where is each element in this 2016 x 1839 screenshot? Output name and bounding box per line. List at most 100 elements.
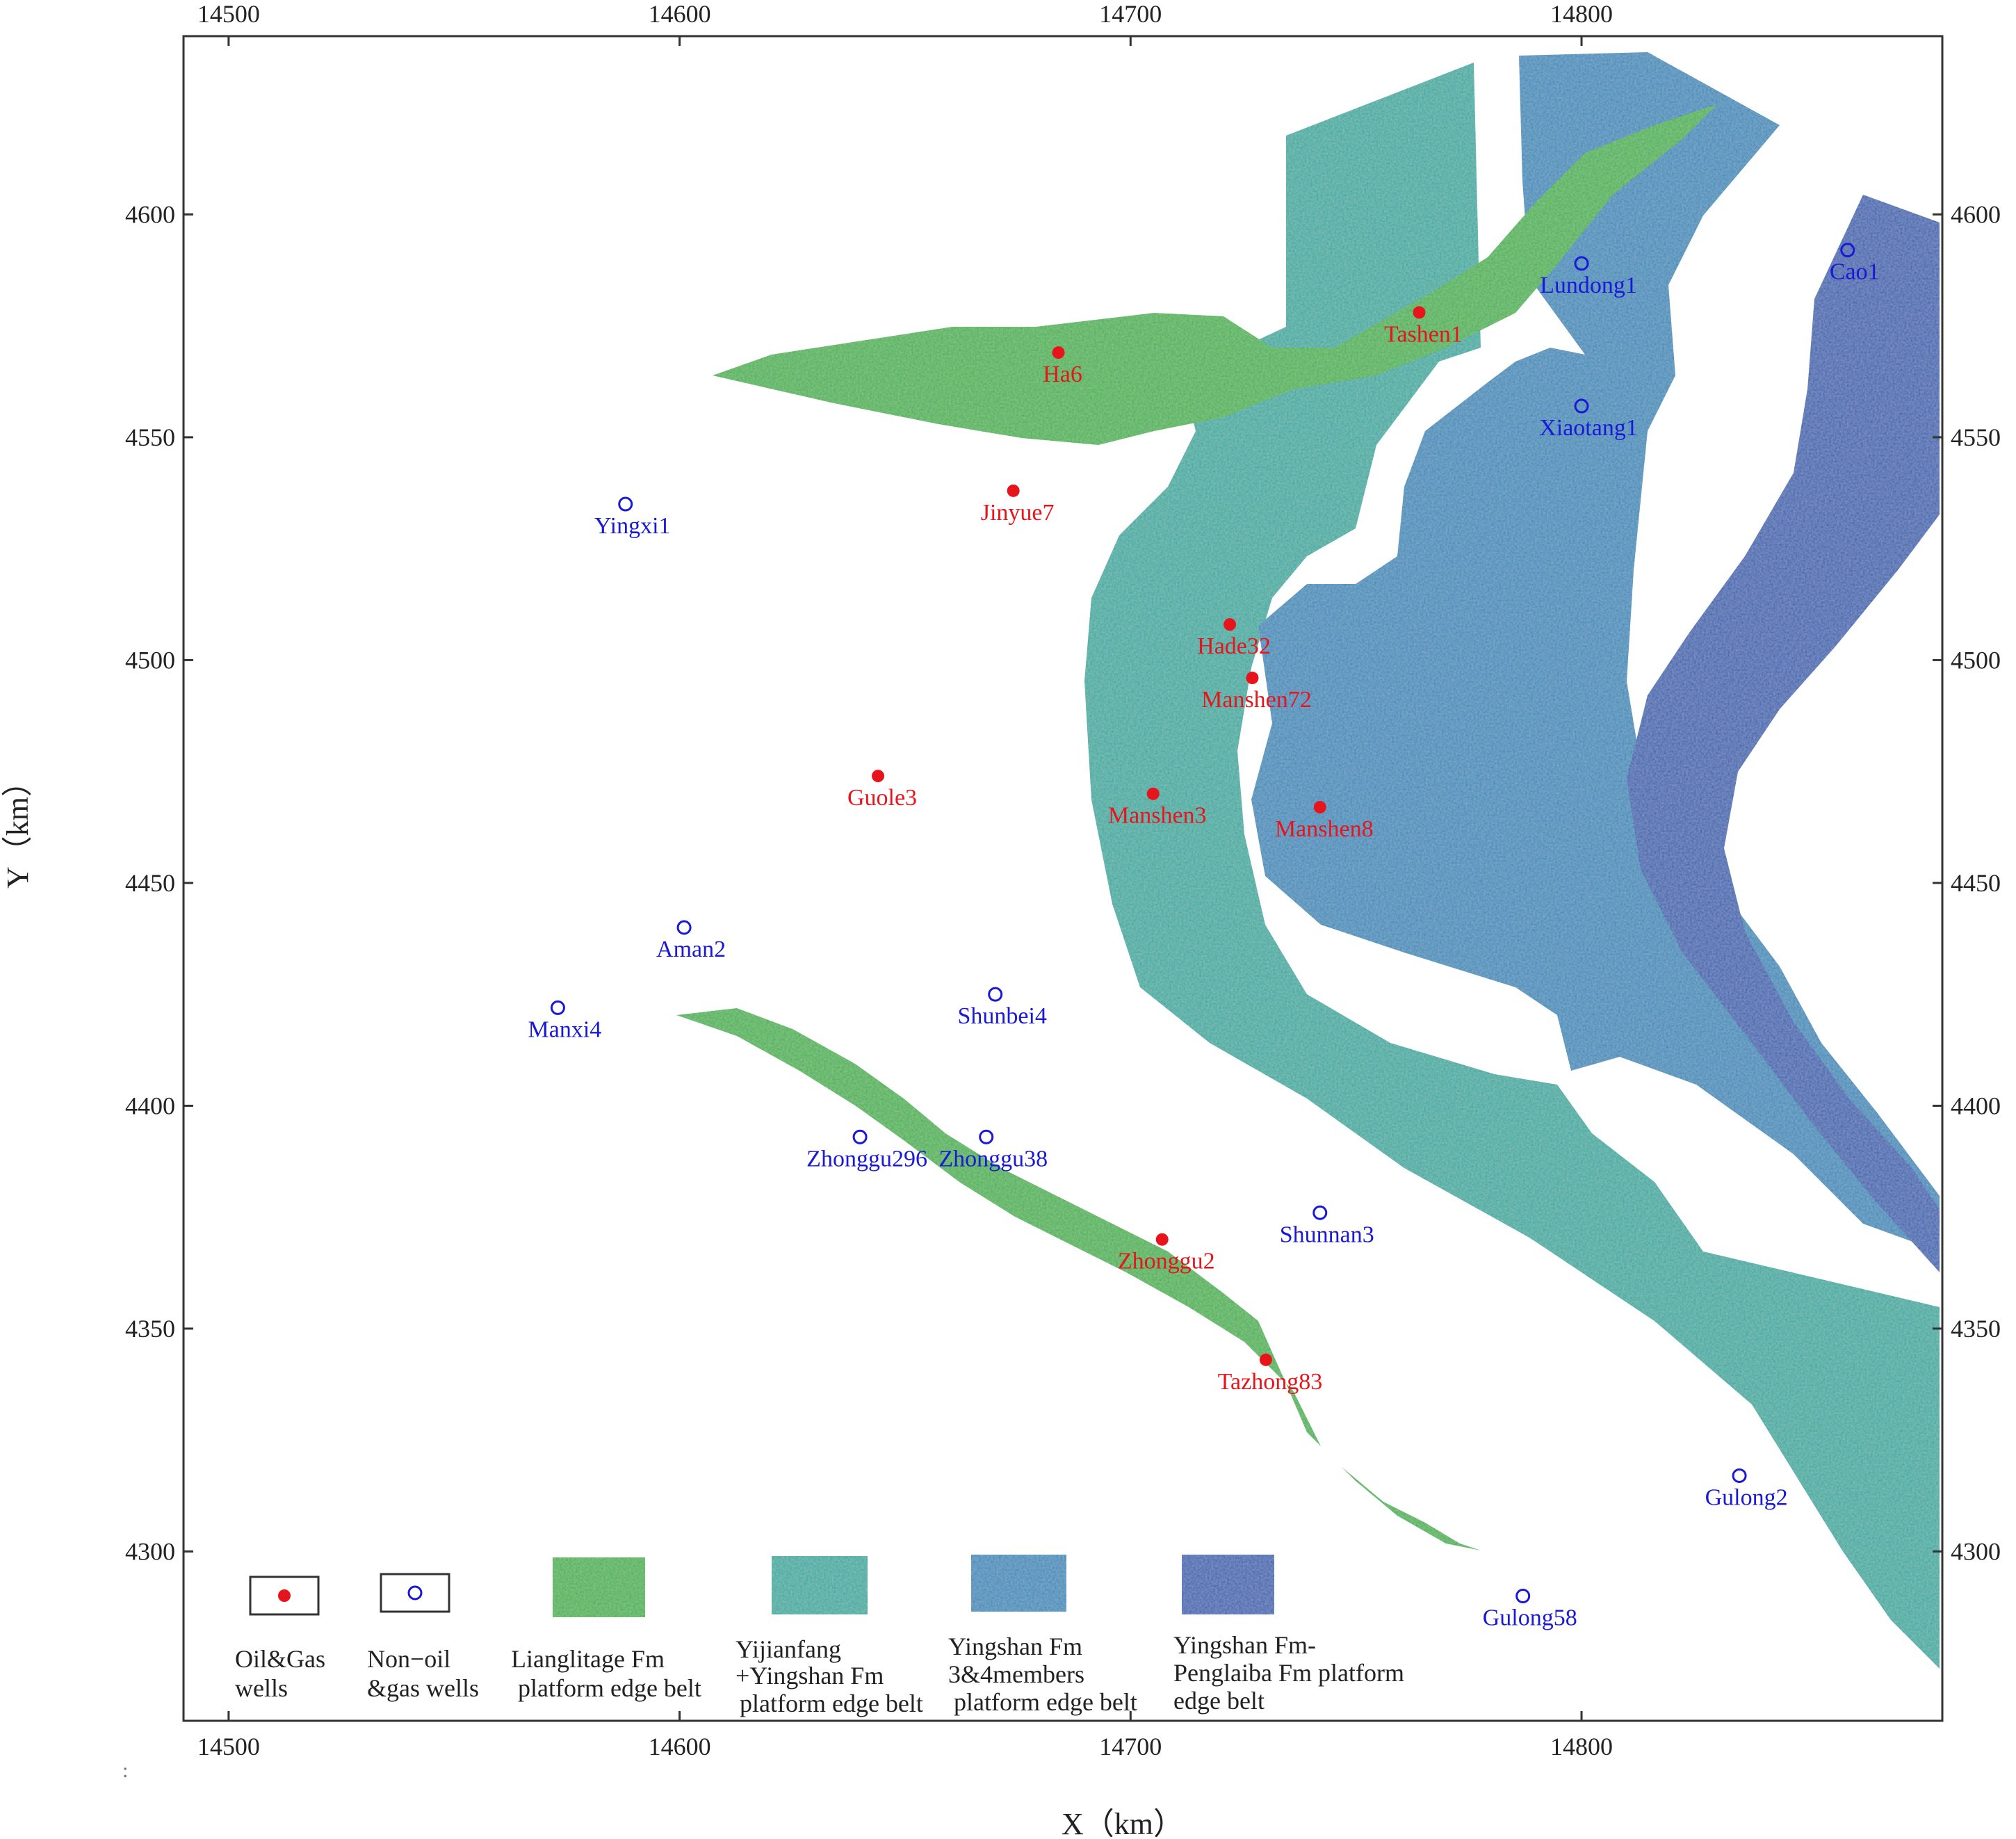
legend-lianglitage-line1: Lianglitage Fm [511, 1645, 665, 1673]
non-oil-well[interactable]: Manxi4 [528, 1000, 602, 1042]
y-tick-label-right: 4600 [1951, 200, 2001, 228]
non-oil-well-marker-icon [1312, 1205, 1328, 1220]
oil-gas-well[interactable]: Manshen3 [1108, 787, 1207, 829]
oil-gas-well[interactable]: Manshen72 [1201, 672, 1312, 713]
well-label: Lundong1 [1540, 273, 1637, 298]
oil-gas-well[interactable]: Zhonggu2 [1118, 1233, 1215, 1274]
well-label: Aman2 [656, 937, 726, 962]
stray-mark: : [122, 1759, 128, 1782]
y-tick-labels-left: 4300 4350 4400 4450 4500 4550 4600 [125, 200, 175, 1565]
non-oil-well[interactable]: Cao1 [1830, 243, 1880, 285]
legend-penglaiba-line3: edge belt [1173, 1687, 1265, 1715]
legend-swatch-penglaiba [1182, 1555, 1274, 1614]
oil-gas-well[interactable]: Tazhong83 [1218, 1353, 1323, 1395]
well-label: Cao1 [1830, 259, 1880, 285]
non-oil-well[interactable]: Shunbei4 [957, 987, 1047, 1029]
non-oil-well-marker-icon [1840, 243, 1855, 258]
y-tick-label-right: 4400 [1951, 1092, 2001, 1119]
oil-well-marker-icon [1413, 306, 1426, 319]
y-tick-label-right: 4550 [1951, 423, 2001, 451]
y-tick-label-left: 4500 [125, 646, 175, 674]
legend-oil-line1: Oil&Gas [235, 1645, 325, 1673]
non-oil-well[interactable]: Zhonggu38 [938, 1129, 1048, 1172]
non-oil-well-marker-icon [1515, 1589, 1531, 1604]
non-oil-well-marker-icon [550, 1000, 565, 1015]
non-oil-well[interactable]: Yingxi1 [594, 496, 671, 539]
y-tick-label-left: 4400 [125, 1092, 175, 1119]
legend-penglaiba-line2: Penglaiba Fm platform [1173, 1659, 1404, 1687]
non-oil-well-marker-icon [1732, 1468, 1747, 1483]
non-oil-well[interactable]: Aman2 [656, 920, 726, 962]
oil-gas-well[interactable]: Manshen8 [1275, 800, 1374, 842]
non-oil-well[interactable]: Zhonggu296 [806, 1129, 927, 1172]
well-label: Tazhong83 [1218, 1369, 1323, 1395]
legend-nonoil-line1: Non−oil [367, 1645, 450, 1673]
non-oil-well[interactable]: Gulong2 [1705, 1468, 1788, 1510]
x-tick-label-bottom: 14800 [1550, 1733, 1613, 1760]
x-tick-label-top: 14500 [197, 0, 260, 28]
x-tick-label-top: 14600 [649, 0, 711, 28]
non-oil-well-marker-icon [1574, 256, 1589, 271]
legend-yingshan34-line1: Yingshan Fm [948, 1633, 1082, 1660]
oil-gas-well[interactable]: Ha6 [1043, 346, 1082, 387]
well-label: Guole3 [847, 785, 917, 811]
yijianfang-belt [1084, 63, 1940, 1669]
non-oil-well[interactable]: Shunnan3 [1280, 1205, 1374, 1247]
legend-swatch-yingshan34 [971, 1555, 1066, 1612]
x-tick-labels-bottom: 14500 14600 14700 14800 [197, 1733, 1613, 1760]
non-oil-well[interactable]: Lundong1 [1540, 256, 1637, 298]
well-label: Yingxi1 [594, 513, 671, 539]
legend-nonoil-box [380, 1573, 450, 1613]
lianglitage-north-belt [713, 104, 1717, 445]
y-tick-label-right: 4350 [1951, 1315, 2001, 1343]
legend-yijianfang-line2: +Yingshan Fm [735, 1662, 884, 1690]
well-label: Manxi4 [528, 1016, 602, 1042]
y-tick-label-left: 4600 [125, 200, 175, 228]
well-label: Manshen8 [1275, 816, 1374, 842]
y-tick-label-right: 4450 [1951, 869, 2001, 897]
oil-well-marker-icon [1146, 787, 1160, 800]
oil-gas-well[interactable]: Hade32 [1197, 618, 1271, 659]
x-axis-label: X（km） [1062, 1807, 1184, 1839]
oil-gas-well[interactable]: Tashen1 [1384, 306, 1463, 347]
oil-well-marker-icon [278, 1589, 291, 1602]
well-label: Jinyue7 [981, 500, 1055, 526]
oil-well-marker-icon [1313, 800, 1326, 813]
x-tick-labels-top: 14500 14600 14700 14800 [197, 0, 1613, 28]
legend-yingshan34-line2: 3&4members [948, 1660, 1084, 1688]
well-label: Manshen72 [1201, 687, 1312, 713]
non-oil-well-marker-icon [1574, 398, 1589, 414]
x-tick-label-top: 14700 [1099, 0, 1162, 28]
legend-yingshan34-line3: platform edge belt [954, 1688, 1137, 1716]
non-oil-well-marker-icon [852, 1129, 868, 1144]
legend-swatch-yijianfang [772, 1556, 868, 1614]
non-oil-well-marker-icon [407, 1585, 423, 1601]
well-label: Gulong58 [1483, 1605, 1577, 1631]
oil-well-marker-icon [1224, 618, 1237, 631]
oil-well-marker-icon [1155, 1233, 1169, 1246]
legend-yijianfang-line3: platform edge belt [740, 1690, 923, 1717]
y-tick-labels-right: 4300 4350 4400 4450 4500 4550 4600 [1951, 200, 2001, 1565]
oil-well-marker-icon [1052, 346, 1065, 359]
y-tick-label-left: 4550 [125, 423, 175, 451]
legend-nonoil-line2: &gas wells [367, 1674, 479, 1702]
non-oil-well-marker-icon [676, 920, 692, 935]
well-label: Shunnan3 [1280, 1222, 1374, 1247]
axis-ticks [184, 36, 1942, 1721]
well-label: Zhonggu38 [938, 1146, 1048, 1172]
non-oil-well[interactable]: Gulong58 [1483, 1589, 1577, 1631]
y-tick-label-right: 4500 [1951, 646, 2001, 674]
x-tick-label-bottom: 14600 [649, 1733, 711, 1760]
non-oil-well-marker-icon [618, 496, 633, 512]
well-label: Gulong2 [1705, 1484, 1788, 1510]
facies-belts [676, 52, 1940, 1669]
x-tick-label-top: 14800 [1550, 0, 1613, 28]
oil-gas-well[interactable]: Jinyue7 [981, 484, 1055, 526]
well-label: Shunbei4 [957, 1003, 1046, 1029]
y-tick-label-right: 4300 [1951, 1537, 2001, 1565]
oil-gas-well[interactable]: Guole3 [847, 770, 917, 811]
legend-lianglitage-line2: platform edge belt [518, 1674, 701, 1702]
y-tick-label-left: 4450 [125, 869, 175, 897]
non-oil-well[interactable]: Xiaotang1 [1539, 398, 1638, 441]
well-label: Zhonggu296 [806, 1146, 927, 1172]
